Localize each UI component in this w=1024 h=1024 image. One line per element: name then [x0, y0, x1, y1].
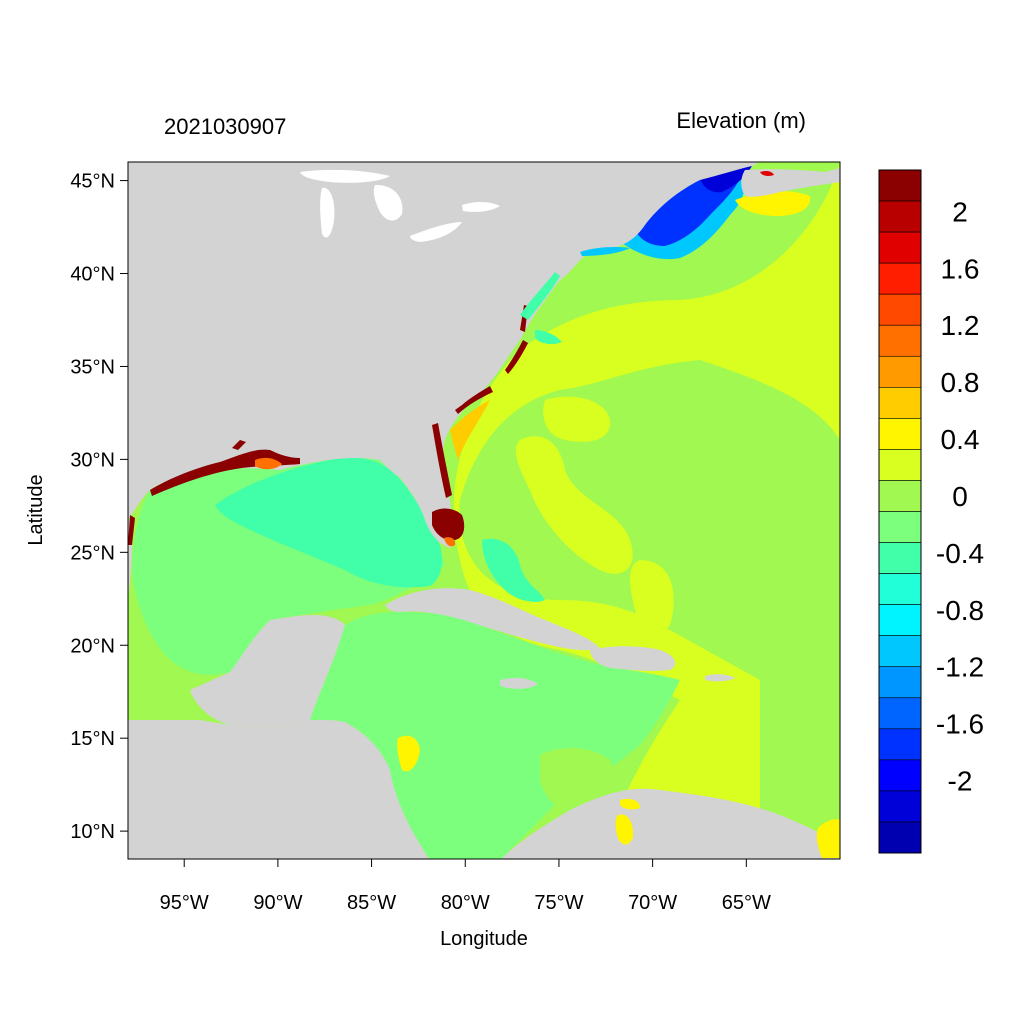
colorbar-box — [878, 480, 922, 512]
lake-ontario — [462, 202, 500, 212]
colorbar-box — [878, 697, 922, 730]
lon-tick-label: 75°W — [534, 892, 583, 914]
lat-tick-label: 25°N — [70, 542, 115, 564]
atlantic-yellow-tongue — [515, 436, 633, 574]
lat-tick-label: 30°N — [70, 449, 115, 471]
carolina-coast-markers — [455, 305, 528, 414]
south-america-land — [501, 788, 840, 859]
east-florida-coast — [432, 423, 452, 498]
florida-coastal-shelf — [450, 400, 490, 460]
lon-tick-label: 90°W — [253, 892, 302, 914]
lat-tick-label: 10°N — [70, 821, 115, 843]
timestamp-label: 2021030907 — [164, 114, 286, 139]
northeast-coast-cyan — [520, 272, 562, 345]
atlantic-yellow-south — [630, 560, 674, 633]
colorbar-frame — [878, 169, 922, 854]
colorbar-label: 1.2 — [941, 310, 980, 341]
lon-tick-label: 95°W — [160, 892, 209, 914]
map-panel — [128, 162, 840, 859]
mexico-central-america-land — [128, 520, 430, 859]
louisiana-surge-orange — [255, 457, 282, 470]
colorbar-box — [878, 790, 922, 823]
colorbar-label: 2 — [952, 196, 968, 227]
colorbar-box — [878, 169, 922, 202]
y-axis-title: Latitude — [25, 474, 47, 545]
colorbar-box — [878, 511, 922, 543]
jamaica-land — [500, 677, 538, 689]
lake-erie — [410, 222, 462, 242]
colorbar-box — [878, 635, 922, 668]
colorbar-box — [878, 604, 922, 636]
colorbar-box — [878, 542, 922, 574]
lake-maracaibo — [615, 814, 634, 845]
north-america-land — [128, 162, 760, 530]
atlantic-yellow-patch — [543, 396, 611, 442]
caribbean-sea — [310, 612, 680, 859]
colorbar-label: 1.6 — [941, 253, 980, 284]
atlantic-east-edge — [700, 350, 840, 440]
colorbar-box — [878, 262, 922, 295]
land — [128, 162, 840, 859]
colorbar-box — [878, 324, 922, 357]
lat-tick-label: 35°N — [70, 356, 115, 378]
colorbar — [878, 169, 922, 854]
colorbar-box — [878, 418, 922, 450]
colorbar-box — [878, 449, 922, 481]
longitude-axis: 95°W 90°W 85°W 80°W 75°W 70°W 65°W — [160, 859, 771, 914]
gulf-of-maine-core — [700, 166, 752, 193]
south-florida-surge — [432, 508, 465, 541]
x-axis-title: Longitude — [440, 928, 528, 950]
lake-superior — [300, 169, 390, 183]
colorbar-label: -1.2 — [936, 652, 984, 683]
hispaniola-land — [590, 646, 676, 671]
lon-tick-label: 80°W — [441, 892, 490, 914]
colorbar-box — [878, 355, 922, 388]
colorbar-box — [878, 200, 922, 233]
colorbar-label: -0.4 — [936, 538, 984, 569]
maine-shelf-yellow — [735, 191, 811, 216]
south-florida-surge-tip — [444, 537, 456, 547]
lake-huron — [373, 184, 403, 221]
colorbar-label: 0.4 — [941, 424, 980, 455]
colorbar-box — [878, 387, 922, 419]
great-lakes — [300, 169, 500, 242]
maracaibo-gulf-yellow — [620, 798, 640, 810]
east-edge-yellow — [816, 819, 840, 858]
colorbar-box — [878, 231, 922, 264]
colorbar-box — [878, 573, 922, 605]
colorbar-label: 0.8 — [941, 367, 980, 398]
eastern-gulf-shelf — [215, 457, 442, 588]
colorbar-label: 0 — [952, 481, 968, 512]
lat-tick-label: 15°N — [70, 728, 115, 750]
lat-tick-label: 45°N — [70, 171, 115, 193]
coastal-surge-markers — [128, 171, 840, 858]
colorbar-box — [878, 666, 922, 699]
bahamas-shelf — [482, 538, 545, 602]
lat-tick-label: 20°N — [70, 635, 115, 657]
colorbar-labels: 2 1.6 1.2 0.8 0.4 0 -0.4 -0.8 -1.2 -1.6 -2 — [936, 196, 984, 796]
lon-tick-label: 70°W — [628, 892, 677, 914]
colorbar-box — [878, 759, 922, 792]
colorbar-label: -2 — [948, 766, 973, 797]
colorbar-box — [878, 821, 922, 854]
bay-of-fundy-red — [760, 171, 774, 176]
yucatan-land — [190, 615, 345, 728]
lon-tick-label: 85°W — [347, 892, 396, 914]
lon-tick-label: 65°W — [722, 892, 771, 914]
colorbar-label: -0.8 — [936, 595, 984, 626]
variable-title: Elevation (m) — [676, 108, 806, 133]
cuba-land — [385, 588, 600, 651]
lat-tick-label: 40°N — [70, 264, 115, 286]
colorbar-box — [878, 728, 922, 761]
long-island-sound — [580, 247, 630, 256]
puerto-rico-land — [705, 674, 735, 682]
lake-michigan — [320, 187, 335, 238]
caribbean-central — [540, 748, 613, 811]
honduras-coast-yellow — [397, 735, 420, 772]
map-frame — [127, 161, 841, 860]
colorbar-box — [878, 293, 922, 326]
colorbar-label: -1.6 — [936, 709, 984, 740]
latitude-axis: 45°N 40°N 35°N 30°N 25°N 20°N 15°N 10°N — [70, 171, 128, 843]
